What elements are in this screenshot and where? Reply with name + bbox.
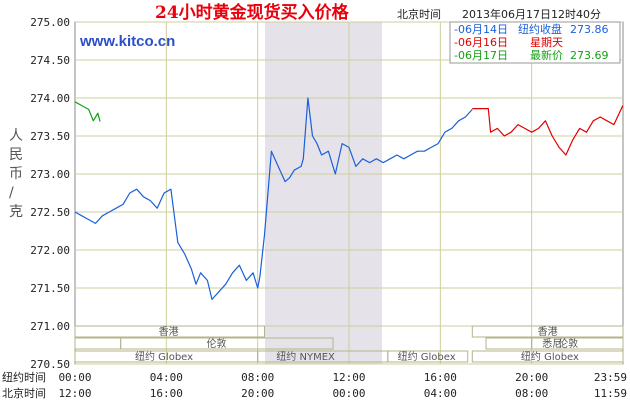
market-label: 纽约 Globex	[398, 350, 456, 363]
y-axis-label: 人民币 / 克	[9, 128, 23, 220]
x-axis-ticks: 00:00 04:00 08:00 12:00 16:00 20:00 23:59 12:00…	[58, 371, 627, 400]
y-tick-label: 274.50	[30, 54, 70, 67]
y-tick-label: 272.50	[30, 206, 70, 219]
chart-title: 24小时黄金现货买入价格	[155, 2, 350, 23]
legend-note-3: 最新价	[530, 48, 563, 62]
x-tick-beijing: 12:00	[58, 387, 91, 400]
y-tick-label: 274.00	[30, 92, 70, 105]
timezone-label: 北京时间	[397, 7, 441, 21]
y-axis-label-char: 民	[9, 147, 23, 163]
series-line-2	[472, 105, 624, 156]
y-axis-label-char: 币	[9, 166, 23, 182]
y-axis-label-char: 克	[9, 204, 23, 220]
market-session-bar	[387, 350, 469, 363]
legend-value-3: 273.69	[570, 49, 609, 62]
site-url: www.kitco.cn	[79, 33, 175, 50]
nymex-session-band	[265, 22, 382, 364]
y-axis-ticks: 270.50 271.00 271.50 272.00 272.50 273.00 273.…	[30, 16, 70, 371]
market-session-bar	[531, 337, 624, 350]
market-label: 伦敦	[558, 337, 578, 350]
market-label: 纽约 Globex	[135, 350, 193, 363]
y-axis-label-char: 人	[9, 128, 23, 144]
y-tick-label: 270.50	[30, 358, 70, 371]
market-session-bar	[471, 325, 624, 338]
beijing-time-label: 北京时间	[2, 386, 46, 400]
market-session-bar	[471, 350, 624, 363]
y-tick-label: 273.00	[30, 168, 70, 181]
x-tick-ny: 16:00	[424, 371, 457, 384]
market-label: 伦敦	[207, 337, 227, 350]
market-label: 香港	[159, 326, 179, 338]
series-line-1	[74, 97, 473, 300]
x-tick-ny: 00:00	[58, 371, 91, 384]
x-tick-ny: 12:00	[332, 371, 365, 384]
x-tick-beijing: 20:00	[241, 387, 274, 400]
timestamp: 2013年06月17日12时40分	[462, 7, 601, 21]
y-tick-label: 271.50	[30, 282, 70, 295]
legend-note-2: 星期天	[530, 36, 563, 49]
legend-value-1: 273.86	[570, 23, 609, 36]
legend-date-3: -06月17日	[454, 49, 508, 62]
y-tick-label: 272.00	[30, 244, 70, 257]
legend: -06月14日 纽约收盘 273.86 -06月16日 星期天 -06月17日 …	[449, 21, 621, 64]
x-tick-ny: 08:00	[241, 371, 274, 384]
market-label: 香港	[538, 326, 558, 338]
legend-note-1: 纽约收盘	[518, 22, 562, 36]
x-tick-ny: 23:59	[594, 371, 627, 384]
y-tick-label: 275.00	[30, 16, 70, 29]
market-label-nymex: 纽约 NYMEX	[276, 350, 335, 363]
y-axis-label-char: /	[9, 185, 14, 201]
y-tick-label: 273.50	[30, 130, 70, 143]
legend-date-1: -06月14日	[454, 23, 508, 36]
ny-time-label: 纽约时间	[2, 370, 46, 384]
series-line-3	[74, 101, 101, 122]
x-tick-ny: 04:00	[150, 371, 183, 384]
x-tick-beijing: 16:00	[150, 387, 183, 400]
market-label-sydney: 悉尼	[542, 338, 562, 350]
x-tick-beijing: 08:00	[515, 387, 548, 400]
x-tick-beijing: 04:00	[424, 387, 457, 400]
y-tick-label: 271.00	[30, 320, 70, 333]
legend-date-2: -06月16日	[454, 36, 508, 49]
market-session-bar	[74, 325, 266, 338]
x-tick-beijing: 11:59	[594, 387, 627, 400]
market-label: 纽约 Globex	[521, 350, 579, 363]
series-layer	[74, 97, 624, 300]
market-session-bar	[120, 337, 334, 350]
x-tick-beijing: 00:00	[332, 387, 365, 400]
x-tick-ny: 20:00	[515, 371, 548, 384]
legend-box	[449, 21, 621, 64]
